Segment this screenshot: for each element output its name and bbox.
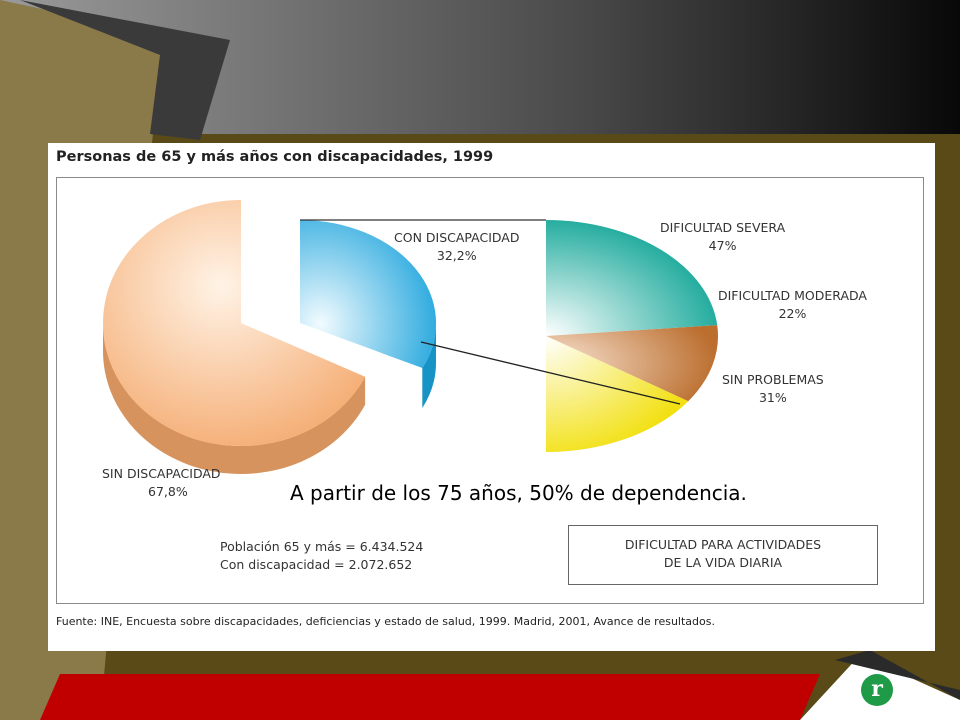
label-sin-discapacidad: SIN DISCAPACIDAD 67,8% (102, 465, 221, 501)
population-stats-line2: Con discapacidad = 2.072.652 (220, 557, 413, 572)
label-dificultad-moderada-value: 22% (778, 306, 807, 321)
population-stats-line1: Población 65 y más = 6.434.524 (220, 539, 424, 554)
pie-charts (103, 200, 718, 474)
source-note: Fuente: INE, Encuesta sobre discapacidad… (56, 615, 715, 628)
dificultad-box-text: DIFICULTAD PARA ACTIVIDADES DE LA VIDA D… (569, 536, 877, 572)
slice-con-discapacidad-side (422, 323, 436, 409)
label-sin-problemas: SIN PROBLEMAS 31% (722, 371, 824, 407)
label-dificultad-moderada-name: DIFICULTAD MODERADA (718, 288, 867, 303)
label-sin-problemas-value: 31% (758, 390, 787, 405)
label-dificultad-moderada: DIFICULTAD MODERADA 22% (718, 287, 867, 323)
corner-dark (835, 650, 960, 700)
label-con-discapacidad-value: 32,2% (436, 248, 477, 263)
slide-headline: A partir de los 75 años, 50% de dependen… (290, 481, 747, 505)
chart-title: Personas de 65 y más años con discapacid… (56, 149, 494, 165)
label-con-discapacidad: CON DISCAPACIDAD 32,2% (394, 229, 519, 265)
chart-figure: Personas de 65 y más años con discapacid… (48, 143, 935, 651)
dificultad-box-line1: DIFICULTAD PARA ACTIVIDADES (624, 537, 822, 552)
label-sin-discapacidad-name: SIN DISCAPACIDAD (102, 466, 221, 481)
label-con-discapacidad-name: CON DISCAPACIDAD (394, 230, 520, 245)
chart-frame (56, 177, 924, 604)
population-stats: Población 65 y más = 6.434.524 Con disca… (220, 538, 423, 574)
dificultad-box: DIFICULTAD PARA ACTIVIDADES DE LA VIDA D… (568, 525, 878, 585)
slice-sin-discapacidad (103, 200, 366, 446)
logo-icon: r (861, 674, 893, 706)
dificultad-box-line2: DE LA VIDA DIARIA (663, 555, 783, 570)
dark-stripe (20, 0, 230, 140)
slice-dificultad-moderada (546, 325, 718, 402)
label-sin-discapacidad-value: 67,8% (148, 484, 188, 499)
pie-dificultad (546, 220, 718, 452)
connector-diagonal-line (420, 341, 681, 405)
slice-dificultad-severa (546, 220, 718, 336)
pie-discapacidad (103, 200, 436, 474)
label-dificultad-severa: DIFICULTAD SEVERA 47% (660, 219, 785, 255)
slice-con-discapacidad (300, 220, 436, 369)
slice-sin-problemas (546, 336, 689, 452)
slice-sin-discapacidad-side (103, 323, 366, 474)
label-dificultad-severa-value: 47% (708, 238, 737, 253)
label-sin-problemas-name: SIN PROBLEMAS (722, 372, 824, 387)
label-dificultad-severa-name: DIFICULTAD SEVERA (660, 220, 786, 235)
red-bar (40, 674, 820, 720)
